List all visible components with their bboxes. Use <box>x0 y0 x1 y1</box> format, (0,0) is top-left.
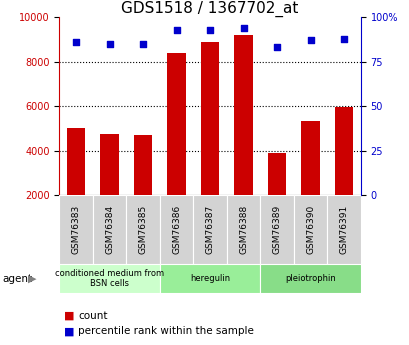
Text: ■: ■ <box>63 326 74 336</box>
Point <box>307 38 313 43</box>
Bar <box>293 195 326 264</box>
Point <box>173 27 180 32</box>
Text: heregulin: heregulin <box>190 274 229 283</box>
Point <box>273 45 280 50</box>
Bar <box>193 195 226 264</box>
Text: GSM76384: GSM76384 <box>105 205 114 254</box>
Title: GDS1518 / 1367702_at: GDS1518 / 1367702_at <box>121 1 298 17</box>
Bar <box>267 153 285 195</box>
Text: GSM76383: GSM76383 <box>72 205 81 254</box>
Text: GSM76388: GSM76388 <box>238 205 247 254</box>
Text: GSM76386: GSM76386 <box>172 205 181 254</box>
Point <box>207 27 213 32</box>
Text: GSM76387: GSM76387 <box>205 205 214 254</box>
Text: pleiotrophin: pleiotrophin <box>285 274 335 283</box>
Bar <box>100 134 119 195</box>
Bar <box>126 195 160 264</box>
Text: GSM76389: GSM76389 <box>272 205 281 254</box>
Bar <box>59 264 160 293</box>
Text: count: count <box>78 311 107 321</box>
Text: conditioned medium from
BSN cells: conditioned medium from BSN cells <box>55 269 164 288</box>
Point <box>73 39 79 45</box>
Bar <box>234 35 252 195</box>
Point <box>240 25 246 31</box>
Bar <box>93 195 126 264</box>
Text: GSM76385: GSM76385 <box>138 205 147 254</box>
Text: agent: agent <box>2 274 32 284</box>
Point <box>340 36 346 41</box>
Bar <box>260 195 293 264</box>
Bar <box>334 107 353 195</box>
Bar <box>301 120 319 195</box>
Bar <box>67 128 85 195</box>
Text: ■: ■ <box>63 311 74 321</box>
Bar <box>160 264 260 293</box>
Bar <box>226 195 260 264</box>
Point <box>139 41 146 47</box>
Bar <box>134 135 152 195</box>
Text: ▶: ▶ <box>28 274 36 284</box>
Bar <box>260 264 360 293</box>
Text: GSM76390: GSM76390 <box>306 205 314 254</box>
Bar <box>326 195 360 264</box>
Point <box>106 41 113 47</box>
Bar <box>167 53 185 195</box>
Bar <box>59 195 93 264</box>
Text: GSM76391: GSM76391 <box>339 205 348 254</box>
Bar <box>160 195 193 264</box>
Bar <box>200 42 219 195</box>
Text: percentile rank within the sample: percentile rank within the sample <box>78 326 253 336</box>
